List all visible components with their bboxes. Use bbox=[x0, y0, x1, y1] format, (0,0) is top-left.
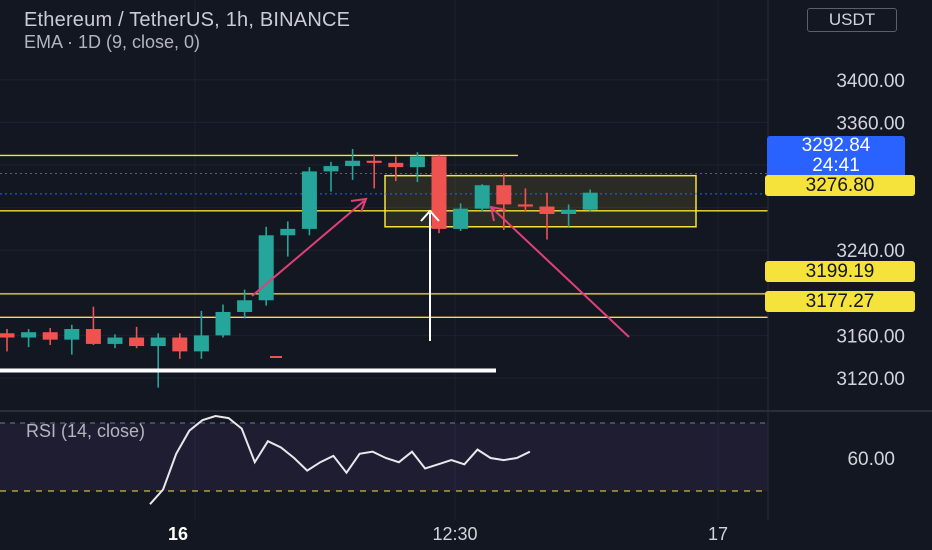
candle-body bbox=[388, 162, 404, 168]
currency-badge[interactable]: USDT bbox=[807, 8, 897, 32]
candle-body bbox=[193, 335, 209, 352]
candle-body bbox=[85, 329, 101, 344]
candle-body bbox=[409, 156, 425, 168]
rsi-legend: RSI (14, close) bbox=[26, 421, 146, 441]
y-tick-label: 3360.00 bbox=[836, 113, 905, 134]
y-tick-label: 3120.00 bbox=[836, 369, 905, 390]
candle-body bbox=[366, 160, 382, 163]
arrow-right bbox=[491, 207, 630, 338]
candle-body bbox=[345, 160, 361, 167]
candle-body bbox=[172, 337, 188, 352]
candle-countdown: 24:41 bbox=[812, 155, 860, 176]
candle-body bbox=[517, 204, 533, 207]
arrow-left bbox=[251, 200, 365, 297]
x-tick-label: 12:30 bbox=[432, 524, 477, 544]
candle-body bbox=[21, 332, 37, 338]
candle-body bbox=[42, 332, 58, 340]
candle-body bbox=[496, 185, 512, 205]
rsi-level-label: 60.00 bbox=[847, 449, 895, 470]
candle-body bbox=[64, 329, 80, 340]
y-tick-label: 3160.00 bbox=[836, 326, 905, 347]
candle-body bbox=[237, 300, 253, 312]
chart-title: Ethereum / TetherUS, 1h, BINANCE bbox=[24, 9, 351, 31]
y-tick-label: 3400.00 bbox=[836, 71, 905, 92]
x-tick-label: 17 bbox=[708, 524, 728, 544]
level-tag-2: 3199.19 bbox=[765, 261, 915, 282]
arrow-left-head bbox=[350, 197, 368, 213]
level-tag-3: 3177.27 bbox=[765, 291, 915, 312]
candle-body bbox=[301, 171, 317, 229]
candle-body bbox=[0, 333, 15, 338]
candle-body bbox=[582, 192, 598, 210]
annotations bbox=[0, 197, 630, 373]
y-tick-label: 3240.00 bbox=[836, 241, 905, 262]
last-price-value: 3292.84 bbox=[801, 135, 871, 156]
rsi-line bbox=[149, 414, 531, 505]
candle-body bbox=[453, 208, 469, 229]
candle-body bbox=[474, 185, 490, 209]
indicator-legend: EMA · 1D (9, close, 0) bbox=[24, 32, 201, 52]
candle-body bbox=[129, 337, 145, 347]
candles bbox=[0, 149, 598, 388]
candle-body bbox=[539, 206, 555, 214]
grid-lines bbox=[0, 0, 768, 520]
arrow-right-head bbox=[489, 205, 507, 222]
candle-body bbox=[561, 209, 577, 214]
last-price-tag: 3292.84 24:41 bbox=[767, 136, 905, 178]
arrow-up-head bbox=[420, 209, 440, 222]
candle-body bbox=[215, 311, 231, 336]
candle-body bbox=[280, 228, 296, 236]
candle-body bbox=[258, 235, 274, 301]
candle-body bbox=[150, 337, 166, 347]
candle-body bbox=[107, 337, 123, 344]
candle-body bbox=[323, 166, 339, 172]
candle-body bbox=[431, 156, 447, 229]
level-tag-1: 3276.80 bbox=[765, 175, 915, 196]
rsi-pane bbox=[0, 410, 932, 505]
x-tick-label: 16 bbox=[168, 524, 188, 544]
